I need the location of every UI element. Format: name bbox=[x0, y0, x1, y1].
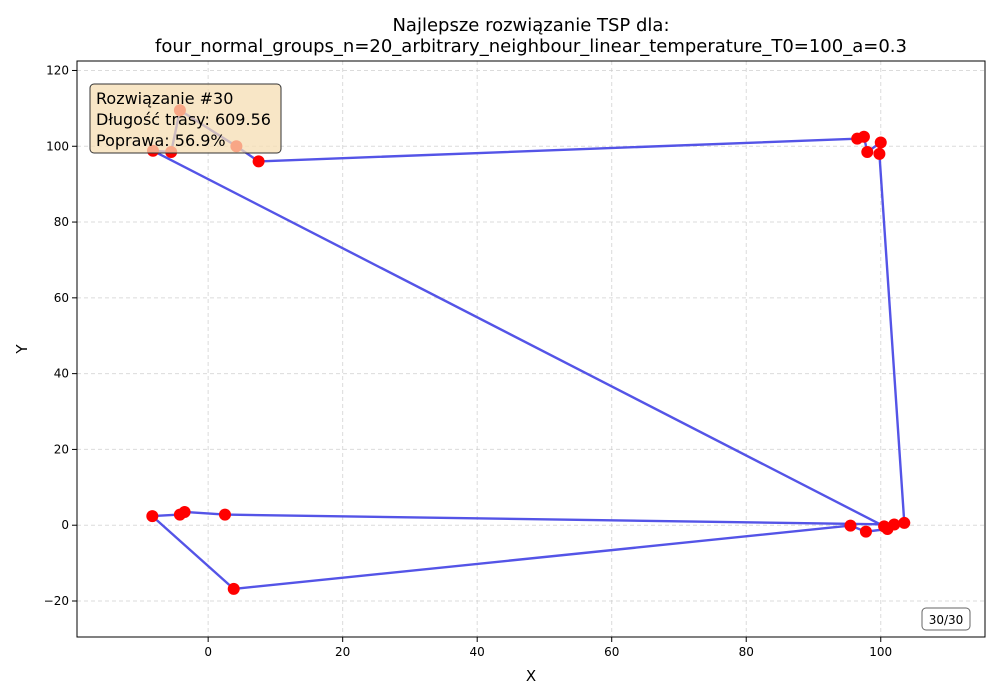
city-point bbox=[227, 582, 240, 595]
frame-counter: 30/30 bbox=[921, 607, 971, 631]
city-points bbox=[146, 104, 911, 595]
info-improvement: Poprawa: 56.9% bbox=[96, 131, 226, 150]
y-tick-label: 120 bbox=[46, 63, 69, 77]
city-point bbox=[844, 519, 857, 532]
info-route-length: Długość trasy: 609.56 bbox=[96, 110, 271, 129]
x-tick-label: 0 bbox=[204, 645, 212, 659]
city-point bbox=[173, 508, 186, 521]
x-axis-label: X bbox=[526, 667, 536, 685]
city-point bbox=[146, 510, 159, 523]
y-tick-label: 20 bbox=[54, 442, 69, 456]
x-tick-label: 80 bbox=[739, 645, 754, 659]
x-tick-label: 60 bbox=[604, 645, 619, 659]
frame-counter-box bbox=[921, 607, 971, 631]
x-axis-ticks: 0 20 40 60 80 100 bbox=[204, 637, 892, 659]
chart-title-line1: Najlepsze rozwiązanie TSP dla: bbox=[392, 15, 669, 36]
y-tick-label: −20 bbox=[44, 594, 69, 608]
info-box: Rozwiązanie #30 Długość trasy: 609.56 Po… bbox=[89, 83, 282, 154]
city-point bbox=[859, 525, 872, 538]
grid bbox=[77, 61, 985, 637]
city-point bbox=[874, 136, 887, 149]
frame-counter-label: 30/30 bbox=[929, 613, 964, 627]
route-path bbox=[151, 109, 906, 591]
city-point bbox=[218, 508, 231, 521]
y-axis-ticks: −20 0 20 40 60 80 100 120 bbox=[44, 63, 77, 608]
x-tick-label: 20 bbox=[335, 645, 350, 659]
info-box-background bbox=[89, 83, 282, 154]
city-point bbox=[881, 523, 894, 535]
y-tick-label: 60 bbox=[54, 291, 69, 305]
y-tick-label: 80 bbox=[54, 215, 69, 229]
city-point bbox=[851, 132, 864, 145]
route bbox=[151, 109, 906, 591]
city-point bbox=[898, 516, 911, 529]
y-axis-label: Y bbox=[13, 344, 31, 355]
x-tick-label: 100 bbox=[869, 645, 892, 659]
y-tick-label: 40 bbox=[54, 367, 69, 381]
y-tick-label: 0 bbox=[61, 518, 69, 532]
plot-area-frame bbox=[76, 60, 986, 638]
info-solution-number: Rozwiązanie #30 bbox=[96, 89, 233, 108]
y-tick-label: 100 bbox=[46, 139, 69, 153]
chart-title-line2: four_normal_groups_n=20_arbitrary_neighb… bbox=[155, 36, 907, 57]
x-tick-label: 40 bbox=[470, 645, 485, 659]
city-point bbox=[873, 147, 886, 160]
city-point bbox=[861, 145, 874, 158]
city-point bbox=[252, 155, 265, 168]
